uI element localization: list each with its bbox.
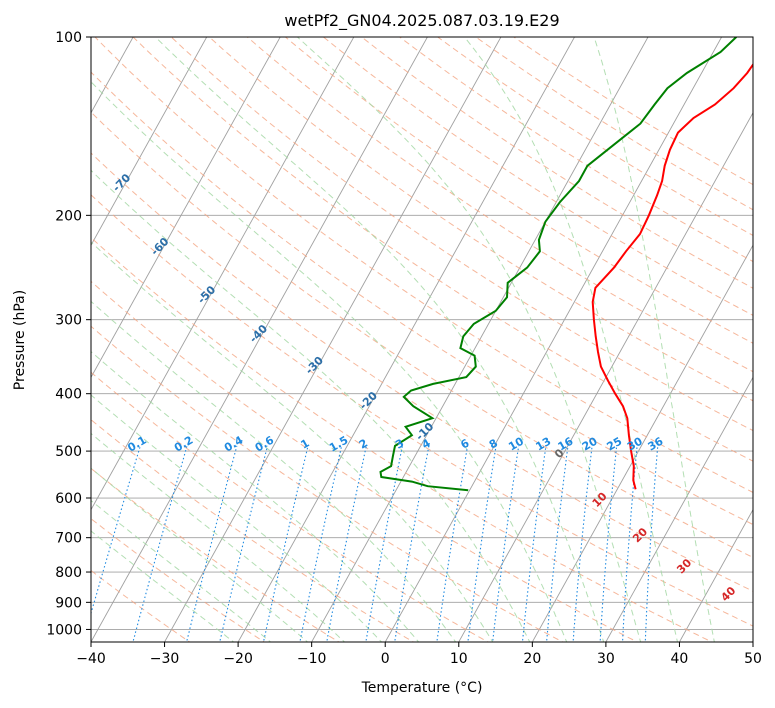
isotherm-line <box>458 111 753 642</box>
moist-adiabat-line <box>91 300 457 642</box>
y-tick-label: 500 <box>55 444 82 460</box>
x-tick-label: 0 <box>381 651 390 667</box>
profile-series <box>379 37 753 492</box>
y-tick-label: 600 <box>55 491 82 507</box>
isotherm-line <box>531 244 753 642</box>
y-tick-label: 300 <box>55 313 82 329</box>
x-tick-label: −10 <box>297 651 327 667</box>
x-tick-label: −30 <box>150 651 180 667</box>
moist-adiabat-line <box>91 169 531 642</box>
isotherm-line <box>384 37 723 642</box>
mixing-ratio-line <box>299 445 343 642</box>
x-tick-label: 10 <box>450 651 468 667</box>
isotherm-line <box>678 508 753 642</box>
moist-adiabat-line <box>296 37 642 642</box>
moist-adiabat-line <box>91 81 568 642</box>
mixing-ratio-line <box>186 445 238 642</box>
dry-adiabat-lines <box>91 37 753 642</box>
dry-adiabat-line <box>322 37 753 316</box>
x-tick-label: 20 <box>523 651 541 667</box>
dry-adiabat-line <box>94 37 753 493</box>
mixing-ratio-line <box>365 445 403 642</box>
x-axis: −40 −30 −20 −10 0 10 20 30 40 50 <box>76 642 762 667</box>
x-tick-label: 30 <box>597 651 615 667</box>
mixing-ratio-line <box>521 445 547 642</box>
dry-adiabat-line <box>91 371 490 642</box>
mixing-ratio-line <box>599 445 618 642</box>
mixing-ratio-line <box>262 445 309 642</box>
x-tick-label: −20 <box>223 651 253 667</box>
dry-adiabat-line <box>208 37 753 402</box>
y-tick-label: 400 <box>55 387 82 403</box>
y-tick-label: 100 <box>55 30 82 46</box>
y-tick-label: 200 <box>55 208 82 224</box>
isotherm-line <box>605 376 753 642</box>
mixing-ratio-line <box>546 445 569 642</box>
mixing-ratio-line <box>622 445 638 642</box>
isotherm-line <box>311 37 649 642</box>
dry-adiabat-line <box>91 569 191 642</box>
isotherm-line <box>91 37 281 379</box>
y-tick-label: 800 <box>55 565 82 581</box>
mixing-ratio-line <box>492 445 520 642</box>
mixing-ratio-line <box>219 445 269 642</box>
dry-adiabat-line <box>91 419 415 642</box>
dry-adiabat-line <box>91 325 564 642</box>
mixing-ratio-line <box>467 445 497 642</box>
dry-adiabat-line <box>91 111 753 558</box>
mixing-ratio-line <box>572 445 593 642</box>
chart-title: wetPf2_GN04.2025.087.03.19.E29 <box>284 11 559 31</box>
isotherm-line <box>91 37 208 247</box>
dry-adiabat-line <box>246 37 753 373</box>
isotherm-lines <box>91 37 753 642</box>
mixing-ratio-line <box>132 445 188 642</box>
moist-adiabat-lines <box>91 37 715 642</box>
moist-adiabat-line <box>463 37 679 642</box>
mixing-ratio-line <box>644 445 659 642</box>
x-tick-label: 40 <box>671 651 689 667</box>
moist-adiabat-line <box>91 467 309 642</box>
x-tick-label: −40 <box>76 651 106 667</box>
dry-adiabat-line <box>91 71 753 526</box>
plot-frame <box>90 36 754 643</box>
temperature-line <box>591 62 753 490</box>
y-tick-label: 900 <box>55 595 82 611</box>
x-tick-label: 50 <box>744 651 762 667</box>
moist-adiabat-line <box>91 241 494 642</box>
pressure-gridlines <box>91 37 753 630</box>
mixing-ratio-line <box>394 445 430 642</box>
y-tick-label: 700 <box>55 531 82 547</box>
mixing-ratio-line <box>436 445 469 642</box>
x-axis-title: Temperature (°C) <box>361 680 483 696</box>
y-axis-title: Pressure (hPa) <box>12 290 28 390</box>
dry-adiabat-line <box>360 37 753 289</box>
moist-adiabat-line <box>593 37 715 642</box>
moist-adiabat-line <box>91 394 383 642</box>
dry-adiabat-line <box>91 280 639 642</box>
isotherm-line <box>91 37 428 642</box>
moist-adiabat-line <box>154 37 605 642</box>
dry-adiabat-line <box>91 236 713 642</box>
mixing-ratio-line <box>326 445 367 642</box>
isotherm-line <box>237 37 576 642</box>
isotherm-line <box>91 37 355 511</box>
dewpoint-line <box>379 37 737 492</box>
dry-adiabat-line <box>91 467 340 642</box>
moist-adiabat-line <box>91 432 346 642</box>
mixing-ratio-lines <box>91 445 659 642</box>
y-axis: 100 200 300 400 500 600 700 800 900 1000 <box>46 30 91 638</box>
y-tick-label: 1000 <box>46 622 82 638</box>
